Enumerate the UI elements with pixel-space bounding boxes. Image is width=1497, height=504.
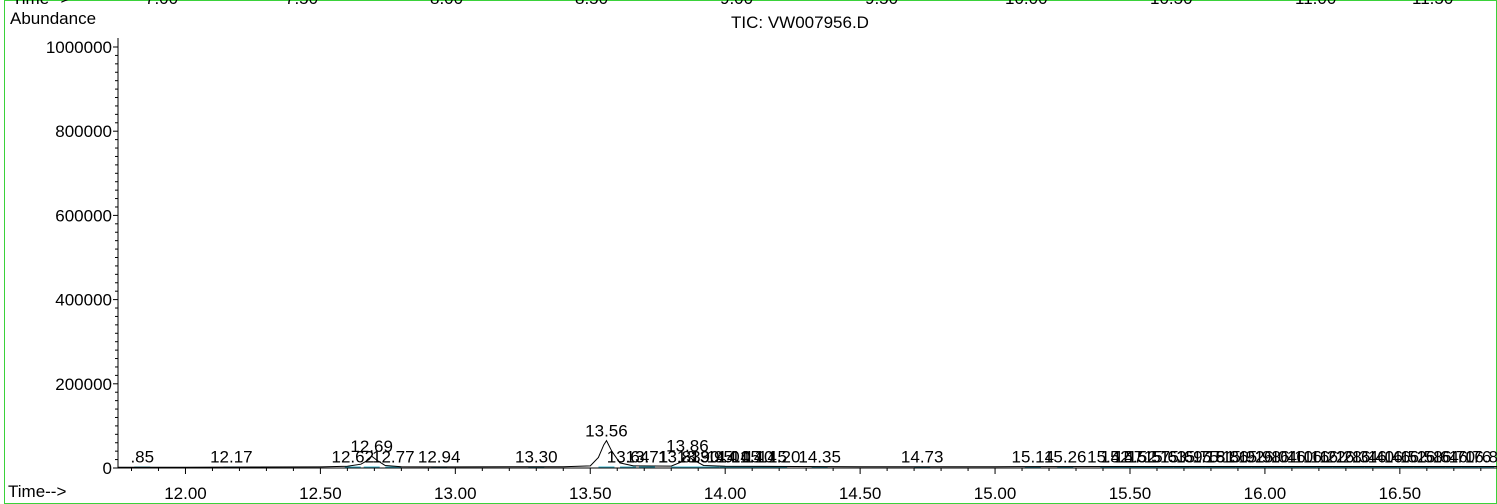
peak-label: 16.76 <box>1449 448 1492 467</box>
peak-label: 13.64 <box>607 448 650 467</box>
peak-label: 12.94 <box>418 448 461 467</box>
peak-label: 13.86 <box>666 436 709 455</box>
peak-label: 16.52 <box>1384 448 1427 467</box>
x-tick-label: 13.50 <box>569 484 612 503</box>
peak-label: 15.81 <box>1192 448 1235 467</box>
x-tick-label: 14.00 <box>704 484 747 503</box>
peak-label: 13.71 <box>626 448 669 467</box>
x-tick-label: 12.00 <box>164 484 207 503</box>
y-ticks: 0 200000 400000 600000 800000 1000000 <box>46 38 118 478</box>
y-tick-label: 600000 <box>55 206 112 225</box>
peak-label: 15.26 <box>1044 448 1087 467</box>
peak-label: 13.56 <box>585 422 628 441</box>
peak-label: 13.95 <box>690 448 733 467</box>
peak-label: .85 <box>130 448 154 467</box>
peak-label: 16.16 <box>1287 448 1330 467</box>
x-tick-label: 14.50 <box>839 484 882 503</box>
x-tick-label: 16.00 <box>1244 484 1287 503</box>
peak-label: 13.90 <box>677 448 720 467</box>
x-tick-label: 12.50 <box>299 484 342 503</box>
peak-label: 16.82 <box>1465 448 1497 467</box>
peak-label: 15.63 <box>1144 448 1187 467</box>
top-axis-fragment: 9.00 <box>720 0 753 8</box>
peak-label: 16.46 <box>1368 448 1411 467</box>
x-axis-label: Time--> <box>8 482 66 501</box>
peak-label: 14.20 <box>758 448 801 467</box>
peak-label: 15.52 <box>1114 448 1157 467</box>
y-axis-label: Abundance <box>10 9 96 28</box>
y-tick-label: 200000 <box>55 375 112 394</box>
x-tick-label: 15.00 <box>974 484 1017 503</box>
peak-label: 15.42 <box>1087 448 1130 467</box>
top-axis-fragment: 10.50 <box>1150 0 1193 8</box>
top-axis-fragment: 10.00 <box>1005 0 1048 8</box>
peak-label: 14.15 <box>744 448 787 467</box>
tic-trace <box>118 439 1497 468</box>
y-tick-label: 0 <box>103 459 112 478</box>
peak-label: 12.62 <box>332 447 375 466</box>
peak-label: 14.73 <box>901 448 944 467</box>
top-axis-fragment: 11.00 <box>1295 0 1336 8</box>
peak-label: 14.01 <box>707 448 750 467</box>
peak-label: 12.69 <box>350 437 393 456</box>
peak-label: 15.14 <box>1012 448 1055 467</box>
peak-label: 15.47 <box>1101 448 1144 467</box>
peak-label: 12.77 <box>372 447 415 466</box>
peak-label: 15.98 <box>1238 448 1281 467</box>
peak-label: 16.10 <box>1271 448 1314 467</box>
peak-label: 15.75 <box>1176 448 1219 467</box>
peak-label: 15.92 <box>1222 448 1265 467</box>
top-axis-fragment: 9.50 <box>865 0 898 8</box>
peak-label: 13.30 <box>515 448 558 467</box>
chart-title: TIC: VW007956.D <box>731 13 869 32</box>
y-tick-label: 800000 <box>55 122 112 141</box>
top-axis-fragment: 8.00 <box>430 0 463 8</box>
x-ticks: 12.00 12.50 13.00 13.50 14.00 14.50 15.00 15.50… <box>130 468 1482 503</box>
top-axis-fragment: 11.50 <box>1412 0 1453 8</box>
x-tick-label: 15.50 <box>1109 484 1152 503</box>
y-tick-label: 1000000 <box>46 38 112 57</box>
top-axis-fragment: 7.50 <box>285 0 318 8</box>
peak-label: 14.35 <box>798 448 841 467</box>
top-axis-fragment: 7.00 <box>145 0 178 8</box>
peak-label: 14.05 <box>717 448 760 467</box>
peak-label: 16.40 <box>1352 448 1395 467</box>
peak-label: 16.22 <box>1303 448 1346 467</box>
x-tick-label: 16.50 <box>1379 484 1422 503</box>
peak-label: 12.17 <box>210 448 253 467</box>
top-axis-fragment: Time--> <box>12 0 70 8</box>
peak-label: 16.04 <box>1254 448 1297 467</box>
top-axis-fragments: Time--> 7.00 7.50 8.00 8.50 9.00 9.50 10.00 10.5… <box>12 0 1453 8</box>
peak-label: 16.64 <box>1416 448 1459 467</box>
peak-label: 16.70 <box>1433 448 1476 467</box>
peak-label: 15.86 <box>1206 448 1249 467</box>
y-tick-label: 400000 <box>55 291 112 310</box>
peak-label: 15.69 <box>1160 448 1203 467</box>
top-axis-fragment: 8.50 <box>575 0 608 8</box>
peak-label: 15.57 <box>1128 448 1171 467</box>
peak-label: 16.58 <box>1400 448 1443 467</box>
peak-label: 13.83 <box>658 448 701 467</box>
peak-label: 14.10 <box>731 448 774 467</box>
peak-label: 16.28 <box>1319 448 1362 467</box>
x-tick-label: 13.00 <box>434 484 477 503</box>
peak-label: 16.34 <box>1335 448 1378 467</box>
